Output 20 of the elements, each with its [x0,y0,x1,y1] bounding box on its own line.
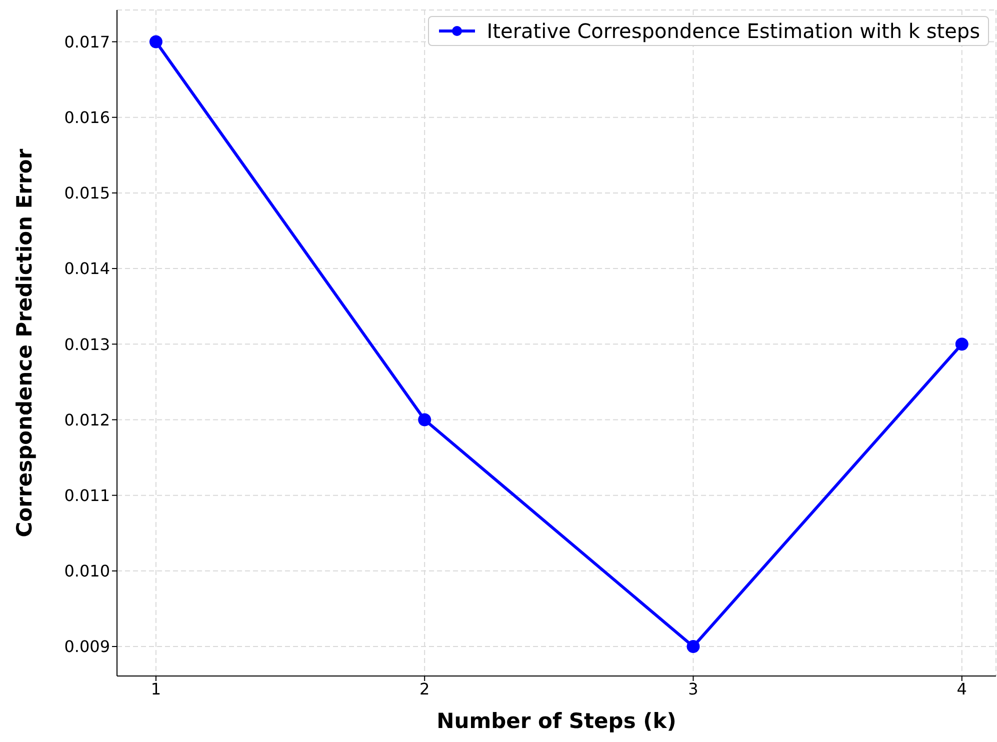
y-tick-label: 0.015 [64,184,110,203]
x-tick-label: 4 [956,679,967,698]
y-tick-label: 0.016 [64,108,110,128]
x-axis-title: Number of Steps (k) [436,709,676,733]
y-tick-label: 0.009 [64,637,110,656]
point [955,338,968,351]
x-tick-label: 3 [688,679,698,698]
y-tick-label: 0.012 [64,410,110,430]
y-axis-title: Correspondence Prediction Error [12,148,36,538]
y-tick-label: 0.017 [64,32,110,52]
y-tick-label: 0.010 [64,562,110,581]
y-tick-label: 0.011 [64,486,110,506]
y-tick-label: 0.014 [64,259,110,278]
x-tick-label: 2 [420,679,430,698]
x-tick-label: 1 [150,679,162,698]
y-tick-label: 0.013 [64,334,110,354]
point [418,413,432,426]
point [686,640,700,654]
legend-label: Iterative Correspondence Estimation with k steps [486,19,980,43]
point [149,35,162,48]
